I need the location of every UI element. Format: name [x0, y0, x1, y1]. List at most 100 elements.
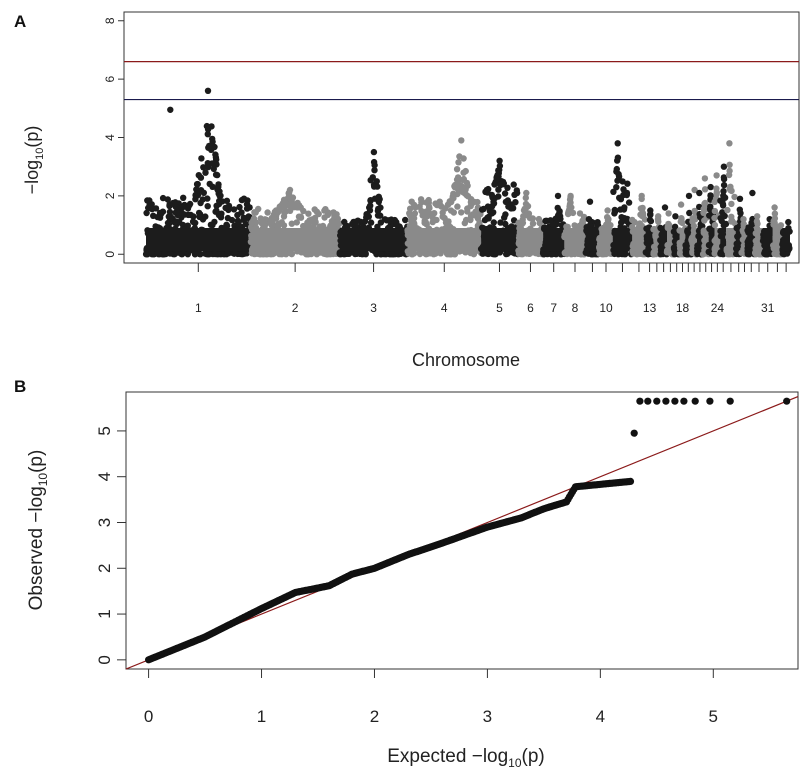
- qq-x-tick-label: 5: [709, 707, 718, 726]
- snp-point: [370, 158, 378, 166]
- chromosome-label: 10: [599, 301, 613, 315]
- qq-y-tick-label: 3: [95, 518, 114, 527]
- snp-point: [576, 222, 583, 230]
- snp-point: [406, 210, 413, 218]
- snp-point: [615, 170, 622, 178]
- panel-b-label: B: [14, 377, 26, 396]
- snp-point: [720, 174, 728, 181]
- snp-point: [620, 206, 628, 213]
- snp-point: [213, 161, 220, 168]
- snp-peak-point: [726, 140, 733, 147]
- snp-point: [719, 202, 727, 209]
- qq-points: [145, 397, 791, 664]
- snp-point: [250, 215, 258, 222]
- snp-point: [596, 250, 603, 257]
- snp-point: [212, 154, 220, 161]
- manhattan-points: [142, 87, 793, 258]
- snp-point: [423, 213, 431, 220]
- snp-point: [556, 212, 564, 220]
- snp-peak-point: [771, 204, 778, 211]
- snp-dense-band: [517, 228, 544, 252]
- snp-point: [367, 219, 375, 226]
- snp-point: [417, 196, 425, 203]
- snp-point: [235, 218, 242, 226]
- snp-peak-point: [785, 218, 792, 226]
- snp-point: [701, 186, 709, 193]
- qq-y-axis-title: Observed −log10(p): [26, 450, 50, 611]
- snp-point: [422, 219, 429, 226]
- snp-point: [200, 189, 207, 196]
- snp-point: [200, 164, 207, 171]
- snp-point: [202, 169, 209, 176]
- manhattan-x-axis-title: Chromosome: [412, 350, 520, 370]
- qq-y-tick-label: 1: [95, 609, 114, 618]
- snp-point: [666, 222, 673, 229]
- snp-point: [258, 219, 265, 227]
- snp-point: [240, 214, 247, 221]
- snp-point: [647, 211, 654, 219]
- snp-peak-point: [696, 189, 703, 197]
- snp-point: [352, 218, 359, 225]
- qq-xlabel-suffix: (p): [522, 746, 545, 767]
- snp-point: [711, 198, 718, 206]
- snp-point: [454, 174, 462, 181]
- snp-point: [567, 199, 574, 206]
- chromosome-8-points: [561, 192, 589, 258]
- snp-point: [728, 200, 735, 208]
- snp-point: [447, 207, 455, 214]
- snp-point: [297, 214, 305, 221]
- snp-point: [482, 188, 489, 196]
- snp-dense-band: [667, 228, 674, 252]
- snp-point: [161, 250, 168, 257]
- significance-lines: [124, 61, 799, 101]
- qq-y-tick-label: 2: [95, 564, 114, 573]
- snp-point: [321, 214, 328, 221]
- snp-point: [367, 202, 374, 209]
- chromosome-26-points: [723, 140, 739, 258]
- snp-point: [494, 171, 501, 179]
- snp-point: [426, 204, 433, 212]
- panel-a-label: A: [14, 12, 26, 31]
- snp-dense-band: [612, 228, 633, 252]
- qq-x-tick-label: 3: [483, 707, 492, 726]
- snp-point: [206, 142, 213, 150]
- snp-point: [503, 250, 510, 258]
- snp-point: [441, 214, 448, 222]
- chromosome-5-points: [477, 157, 521, 258]
- chromosome-label: 1: [195, 301, 202, 315]
- snp-dense-band: [564, 228, 586, 252]
- snp-point: [209, 183, 216, 190]
- snp-dense-band: [691, 228, 697, 252]
- snp-point: [502, 211, 509, 218]
- chromosome-label: 3: [370, 301, 377, 315]
- snp-peak-point: [685, 192, 693, 200]
- snp-point: [460, 155, 467, 162]
- snp-point: [728, 213, 735, 220]
- chromosome-33-points: [779, 218, 793, 258]
- qq-x-tick-label: 1: [257, 707, 266, 726]
- snp-point: [611, 250, 618, 258]
- snp-peak-point: [554, 192, 562, 200]
- snp-point: [522, 200, 530, 208]
- chromosome-ticks: 1 2 3 4 5 6 7 8 10 13 18 24 31: [195, 263, 787, 315]
- snp-peak-point: [496, 157, 503, 164]
- snp-point: [701, 217, 708, 224]
- snp-point: [502, 198, 510, 206]
- qq-top-point: [671, 397, 679, 405]
- snp-peak-point: [720, 163, 728, 170]
- snp-peak-point: [370, 148, 378, 156]
- snp-dense-band: [585, 228, 600, 252]
- snp-point: [507, 205, 515, 212]
- snp-point: [488, 210, 496, 217]
- snp-point: [724, 206, 731, 214]
- chromosome-1-points: [142, 87, 254, 258]
- snp-point: [671, 251, 678, 258]
- snp-point: [172, 199, 179, 206]
- snp-point: [376, 196, 383, 203]
- snp-point: [650, 251, 657, 258]
- snp-point: [720, 181, 728, 189]
- snp-point: [212, 208, 219, 215]
- snp-dense-band: [250, 228, 340, 252]
- snp-peak-point: [665, 210, 672, 217]
- snp-peak-point: [754, 213, 761, 220]
